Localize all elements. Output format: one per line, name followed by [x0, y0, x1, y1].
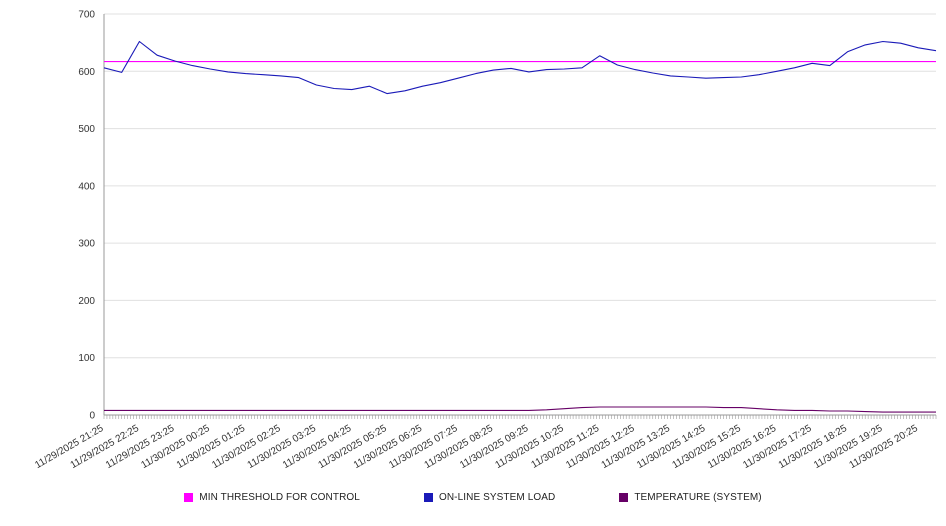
chart-container: 0 100 200 300 400 500 600 700 11/29/2025 21:25 11…	[33, 10, 937, 503]
svg-text:300: 300	[78, 239, 95, 250]
legend-item-system-load: ON-LINE SYSTEM LOAD	[423, 492, 556, 503]
gridlines	[104, 13, 936, 359]
temperature-swatch-icon	[619, 493, 629, 502]
svg-text:0: 0	[89, 411, 95, 422]
system-load-swatch-icon	[423, 493, 433, 502]
legend-label-system-load: ON-LINE SYSTEM LOAD	[438, 492, 556, 503]
x-axis-minor-ticks	[103, 415, 937, 419]
min-threshold-swatch-icon	[184, 493, 194, 502]
series-2	[104, 406, 936, 413]
chart-legend: MIN THRESHOLD FOR CONTROL ON-LINE SYSTEM…	[0, 492, 946, 503]
svg-text:700: 700	[78, 10, 95, 21]
svg-text:400: 400	[78, 181, 95, 192]
series-1	[103, 40, 937, 95]
svg-text:200: 200	[78, 296, 95, 307]
legend-label-temperature: TEMPERATURE (SYSTEM)	[634, 492, 762, 503]
y-axis-labels: 0 100 200 300 400 500 600 700	[78, 10, 95, 422]
axes	[103, 14, 936, 416]
svg-text:100: 100	[78, 353, 95, 364]
legend-item-temperature: TEMPERATURE (SYSTEM)	[619, 492, 762, 503]
svg-text:600: 600	[78, 67, 95, 78]
legend-item-min-threshold: MIN THRESHOLD FOR CONTROL	[184, 492, 360, 503]
chart-canvas: 0 100 200 300 400 500 600 700 11/29/2025 21:2511…	[33, 10, 937, 471]
legend-label-min-threshold: MIN THRESHOLD FOR CONTROL	[199, 492, 360, 503]
svg-text:500: 500	[78, 124, 95, 135]
